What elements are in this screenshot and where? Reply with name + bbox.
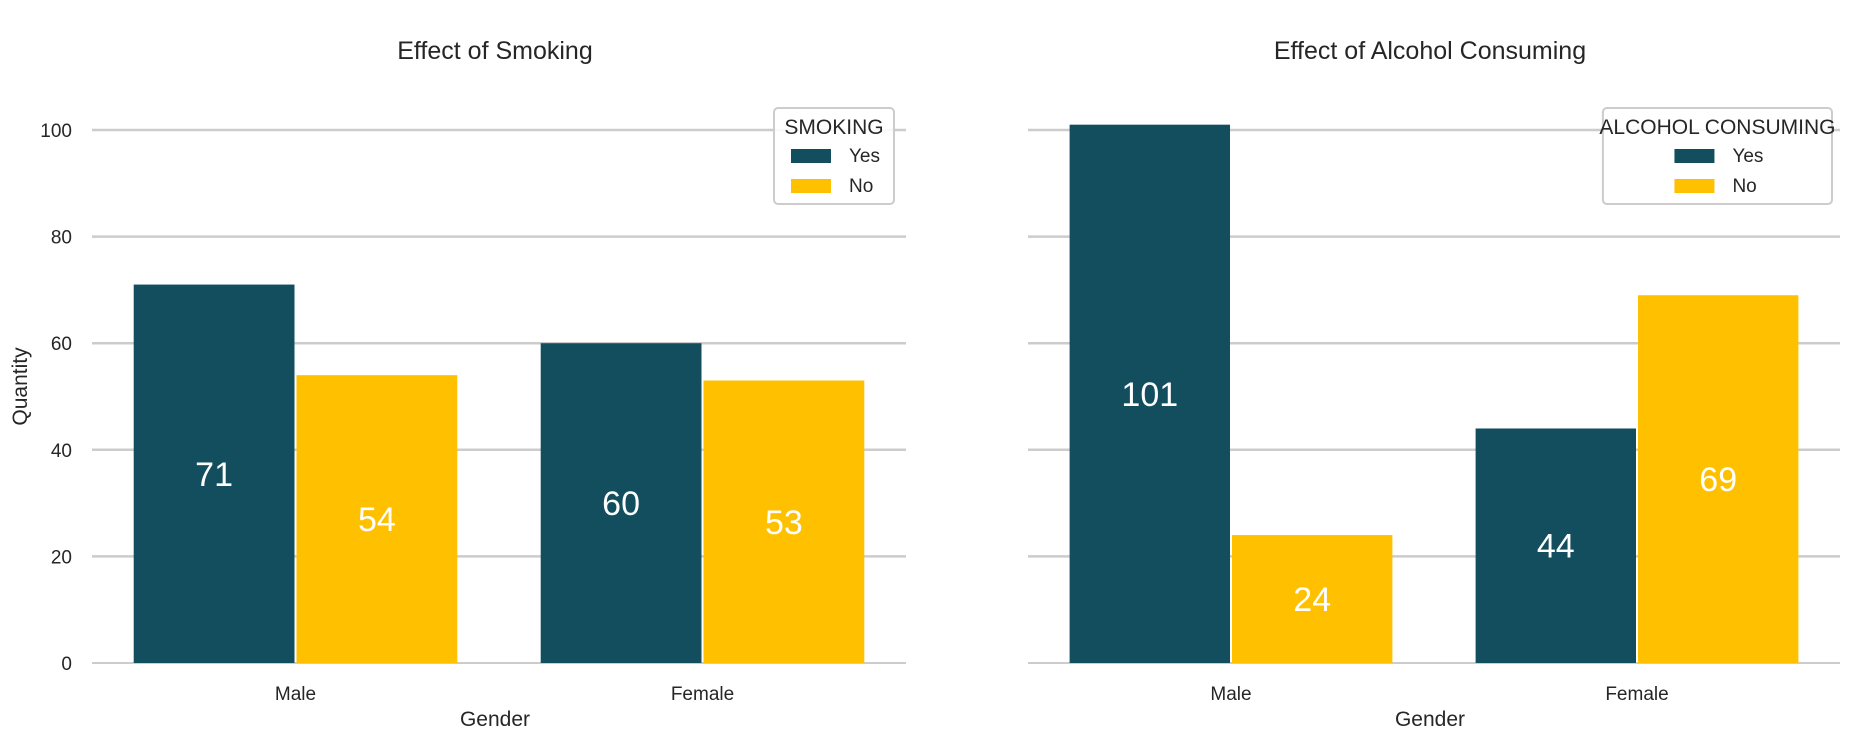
bar-group: [1069, 124, 1799, 664]
axis-ticks: Male Female: [1210, 684, 1668, 705]
bar: [1069, 124, 1230, 664]
bar: [296, 375, 458, 663]
bar-value-labels: 71 54 60 53: [195, 456, 803, 542]
bar-value-labels: 101 24 44 69: [1121, 376, 1737, 619]
bar: [133, 284, 295, 663]
panel-smoking: 71 54 60 53 0 20 40 60 80 100 Male Female Effect o…: [9, 37, 906, 731]
x-axis-label: Gender: [460, 708, 530, 731]
y-tick-label: 100: [40, 121, 72, 142]
legend: ALCOHOL CONSUMING Yes No: [1599, 107, 1835, 205]
bar-group: [133, 284, 865, 663]
y-tick-label: 80: [51, 228, 72, 249]
bar-value-label: 101: [1121, 376, 1178, 414]
chart-title: Effect of Smoking: [397, 37, 592, 65]
bar: [1475, 428, 1636, 663]
bar: [1638, 295, 1799, 663]
bar-value-label: 71: [195, 456, 233, 494]
legend-label: Yes: [1732, 146, 1763, 167]
legend-label: No: [1732, 176, 1756, 197]
y-tick-label: 40: [51, 441, 72, 462]
legend-label: Yes: [849, 146, 880, 167]
legend-swatch: [1674, 149, 1715, 163]
y-axis-label: Quantity: [9, 347, 32, 426]
x-axis-label: Gender: [1395, 708, 1465, 731]
x-tick-label: Male: [1210, 684, 1251, 705]
x-tick-label: Male: [275, 684, 316, 705]
legend-swatch: [791, 149, 831, 163]
chart-title: Effect of Alcohol Consuming: [1274, 37, 1586, 65]
bar-value-label: 69: [1699, 461, 1737, 499]
bar: [1232, 535, 1393, 663]
panel-alcohol: 101 24 44 69 Male Female Effect of Alcohol C…: [1028, 37, 1840, 731]
legend-label: No: [849, 176, 873, 197]
legend-title: SMOKING: [784, 116, 883, 139]
legend-swatch: [1674, 179, 1715, 193]
bar-value-label: 53: [765, 504, 803, 542]
bar: [703, 380, 865, 663]
y-tick-label: 60: [51, 334, 72, 355]
legend-entries: Yes No: [791, 146, 880, 197]
y-tick-label: 20: [51, 547, 72, 568]
bar-value-label: 60: [602, 485, 640, 523]
bar-value-label: 24: [1293, 581, 1331, 619]
axis-ticks: 0 20 40 60 80 100 Male Female: [40, 121, 734, 705]
legend-box: [1601, 107, 1834, 205]
x-tick-label: Female: [671, 684, 734, 705]
bar: [540, 343, 702, 663]
bar-value-label: 44: [1537, 528, 1575, 566]
y-tick-label: 0: [61, 654, 72, 675]
bar-value-label: 54: [358, 501, 396, 539]
legend-entries: Yes No: [1674, 146, 1763, 197]
x-tick-label: Female: [1605, 684, 1668, 705]
legend-title: ALCOHOL CONSUMING: [1599, 116, 1835, 139]
legend: SMOKING Yes No: [773, 107, 895, 205]
legend-swatch: [791, 179, 831, 193]
